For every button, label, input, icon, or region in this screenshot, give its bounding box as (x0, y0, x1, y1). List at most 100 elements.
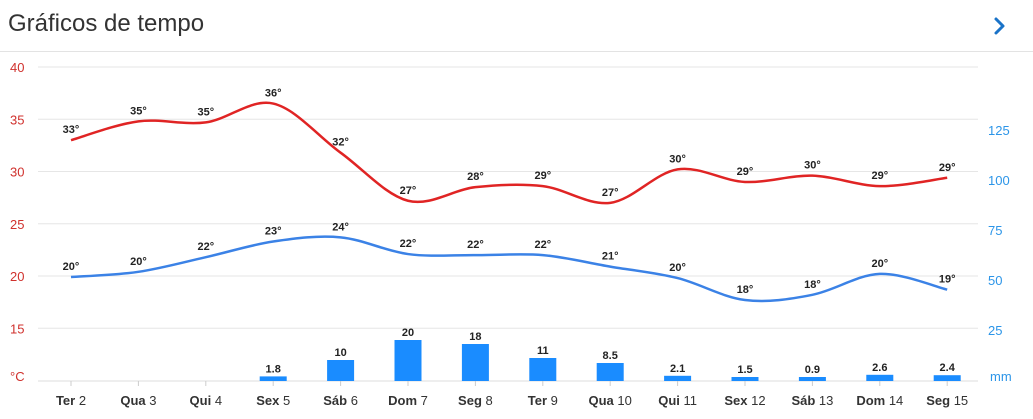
day-number: 8 (482, 393, 493, 408)
x-axis-label: Qui 11 (658, 393, 697, 408)
header: Gráficos de tempo (0, 0, 1033, 52)
x-axis-label: Ter 2 (56, 393, 86, 408)
x-axis-label: Qua 10 (589, 393, 632, 408)
day-number: 15 (950, 393, 968, 408)
low-temp-label: 22° (197, 241, 214, 253)
high-temp-label: 29° (737, 166, 754, 178)
precip-bar (798, 377, 826, 381)
day-name: Sáb (323, 393, 347, 408)
low-temp-label: 20° (63, 261, 80, 273)
day-name: Seg (458, 393, 482, 408)
x-axis-label: Seg 15 (926, 393, 968, 408)
precip-bar (664, 375, 692, 381)
day-number: 10 (614, 393, 632, 408)
x-axis-label: Dom 14 (856, 393, 903, 408)
precip-bar (866, 374, 894, 381)
precip-label: 2.1 (670, 363, 685, 375)
x-axis-label: Qui 4 (190, 393, 223, 408)
right-axis-tick: 50 (988, 273, 1002, 288)
precip-label: 2.6 (872, 362, 887, 374)
day-number: 13 (815, 393, 833, 408)
high-temp-label: 30° (669, 153, 686, 165)
day-name: Qua (589, 393, 615, 408)
low-temp-label: 23° (265, 226, 282, 238)
precip-bar (596, 363, 624, 381)
high-temp-label: 29° (871, 170, 888, 182)
right-axis-tick: 75 (988, 223, 1002, 238)
high-temp-label: 35° (197, 106, 214, 118)
precip-label: 10 (334, 347, 346, 359)
low-temp-label: 18° (737, 284, 754, 296)
day-number: 5 (279, 393, 290, 408)
high-temp-label: 29° (534, 170, 551, 182)
left-axis-tick: 35 (10, 112, 24, 127)
high-temp-line (70, 101, 948, 205)
day-number: 2 (75, 393, 86, 408)
x-axis-label: Ter 9 (528, 393, 558, 408)
low-temp-label: 20° (130, 256, 147, 268)
x-axis-label: Sex 5 (256, 393, 290, 408)
high-temp-label: 32° (332, 137, 349, 149)
precip-bar (461, 344, 489, 381)
low-temp-label: 22° (400, 238, 417, 250)
precip-bar (394, 340, 422, 381)
day-name: Dom (388, 393, 417, 408)
low-temp-label: 22° (467, 239, 484, 251)
low-temp-label: 19° (939, 274, 956, 286)
precip-label: 18 (469, 331, 481, 343)
left-axis-unit: °C (10, 369, 25, 384)
day-number: 14 (885, 393, 903, 408)
low-temp-line (70, 235, 948, 303)
precip-bar (259, 376, 287, 381)
right-axis-tick: 125 (988, 123, 1010, 138)
precip-label: 1.5 (737, 364, 752, 376)
day-name: Sex (724, 393, 748, 408)
precip-label: 20 (402, 327, 414, 339)
precip-label: 1.8 (266, 363, 281, 375)
high-temp-label: 28° (467, 171, 484, 183)
day-name: Seg (926, 393, 950, 408)
left-axis-tick: 15 (10, 321, 24, 336)
x-axis-label: Dom 7 (388, 393, 428, 408)
precip-bar (731, 377, 759, 381)
day-name: Qui (190, 393, 212, 408)
precip-label: 11 (537, 345, 549, 357)
left-axis-tick: 30 (10, 165, 24, 180)
x-axis-label: Qua 3 (120, 393, 156, 408)
precip-label: 8.5 (603, 350, 618, 362)
left-axis-tick: 40 (10, 60, 24, 75)
low-temp-label: 20° (669, 262, 686, 274)
precip-bar (327, 360, 355, 381)
day-number: 4 (211, 393, 222, 408)
low-temp-label: 24° (332, 221, 349, 233)
low-temp-label: 21° (602, 251, 619, 263)
high-temp-label: 27° (602, 187, 619, 199)
precip-bar (529, 358, 557, 381)
high-temp-label: 30° (804, 160, 821, 172)
day-name: Ter (56, 393, 75, 408)
day-number: 12 (748, 393, 766, 408)
day-number: 3 (146, 393, 157, 408)
day-number: 9 (547, 393, 558, 408)
day-name: Sex (256, 393, 280, 408)
precip-bar (933, 375, 961, 381)
low-temp-label: 18° (804, 279, 821, 291)
high-temp-label: 33° (63, 124, 80, 136)
chevron-right-icon[interactable] (990, 14, 1010, 38)
precip-label: 0.9 (805, 364, 820, 376)
low-temp-label: 22° (534, 239, 551, 251)
left-axis-tick: 25 (10, 217, 24, 232)
high-temp-label: 27° (400, 185, 417, 197)
day-name: Dom (856, 393, 885, 408)
page-title: Gráficos de tempo (8, 10, 205, 37)
day-name: Ter (528, 393, 547, 408)
x-axis-label: Seg 8 (458, 393, 493, 408)
right-axis-unit: mm (990, 369, 1012, 384)
precip-label: 2.4 (940, 362, 956, 374)
right-axis-tick: 100 (988, 173, 1010, 188)
day-name: Sáb (791, 393, 815, 408)
x-axis-label: Sáb 13 (791, 393, 833, 408)
right-axis-tick: 25 (988, 323, 1002, 338)
day-name: Qui (658, 393, 680, 408)
